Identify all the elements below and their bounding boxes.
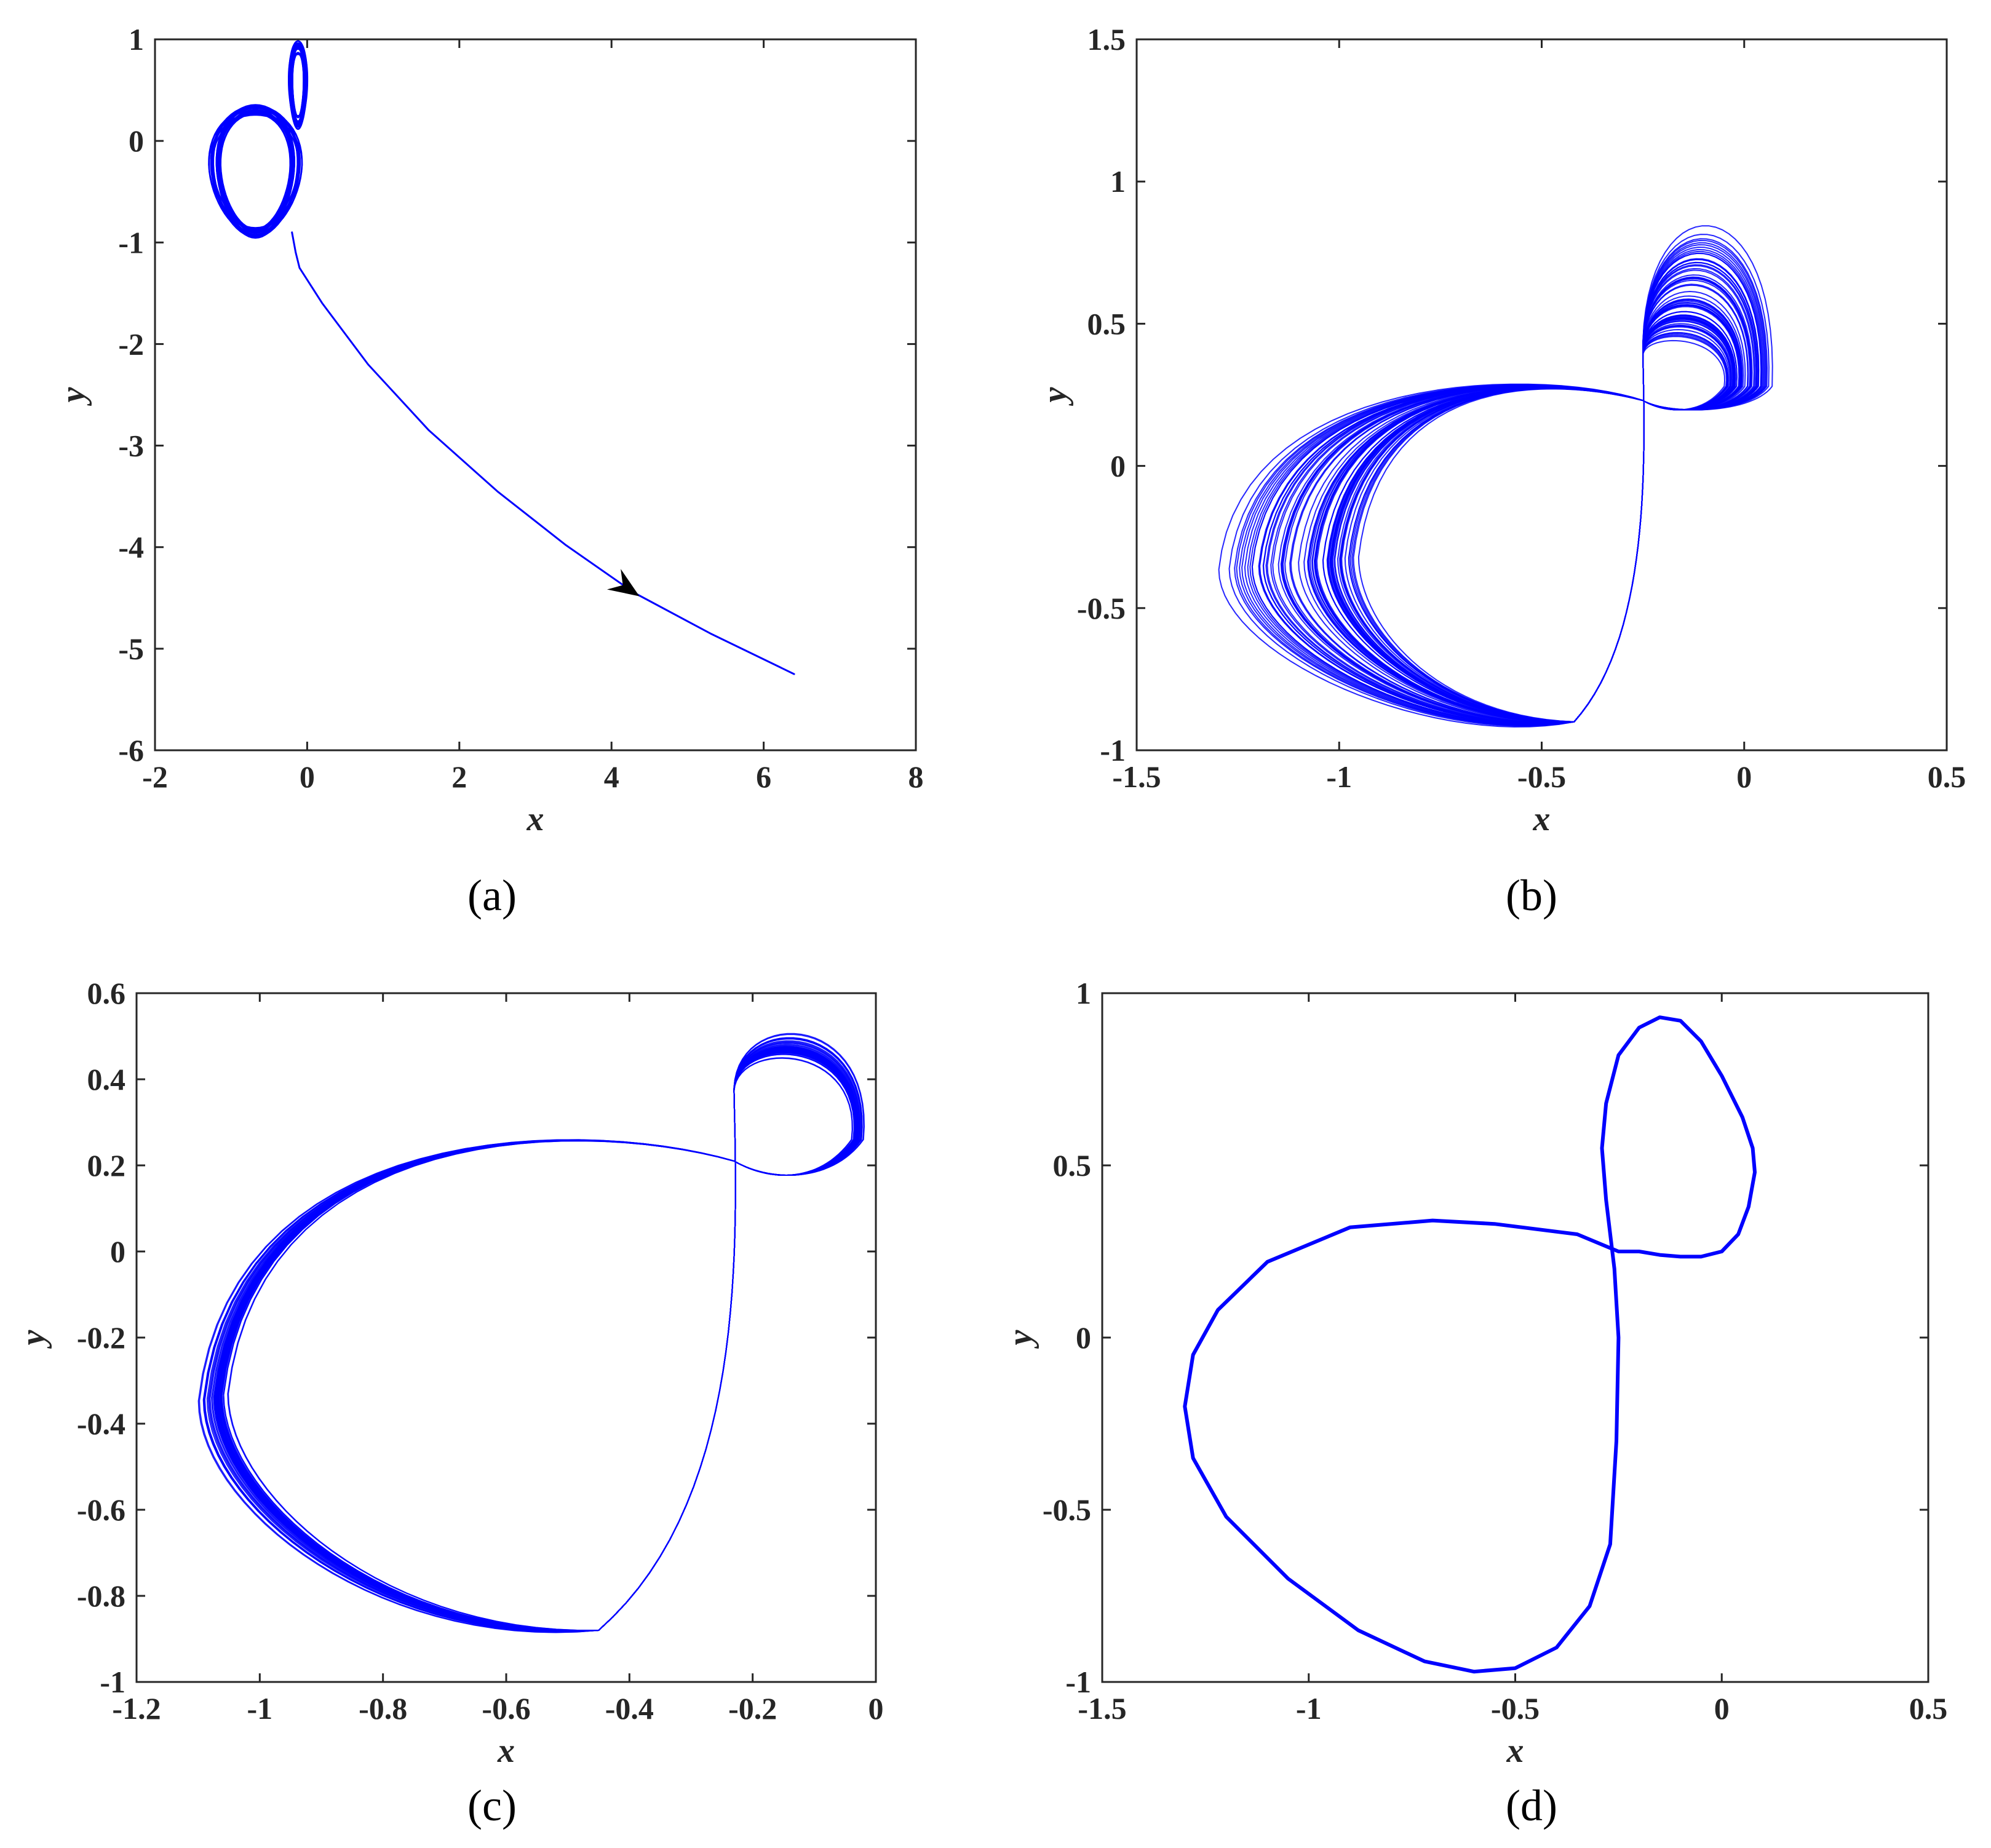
attractor-loop-line — [292, 52, 304, 118]
y-tick-label: -1 — [118, 225, 144, 260]
x-tick-label: 0 — [868, 1691, 884, 1726]
y-axis-label: y — [1001, 1329, 1039, 1349]
x-tick-label: -0.4 — [605, 1691, 654, 1726]
y-tick-label: -5 — [118, 632, 144, 666]
y-tick-label: 0.6 — [87, 976, 126, 1010]
y-tick-label: -1 — [100, 1665, 125, 1699]
attractor-strand-line — [1349, 333, 1728, 723]
attractor-strand-line — [1327, 315, 1736, 723]
x-tick-label: -1 — [247, 1691, 273, 1726]
attractor-strand-line — [1351, 335, 1728, 723]
x-tick-label: -0.6 — [482, 1691, 530, 1726]
y-tick-label: 0.2 — [87, 1148, 126, 1183]
axes-box — [1135, 38, 1948, 751]
x-axis-label: x — [527, 800, 544, 838]
y-tick-label: 0.5 — [1053, 1148, 1092, 1183]
x-tick-label: 0.5 — [1928, 759, 1966, 794]
y-tick-label: -3 — [118, 429, 144, 463]
y-tick-label: -0.5 — [1043, 1493, 1091, 1527]
y-tick-label: 0 — [129, 124, 144, 158]
x-tick-label: -0.8 — [359, 1691, 407, 1726]
attractor-loop-line — [210, 109, 301, 234]
attractor-strand-line — [227, 1057, 853, 1631]
attractor-strand-line — [1322, 311, 1738, 723]
y-axis-label: y — [54, 386, 92, 406]
panel-label: (a) — [467, 871, 517, 920]
x-tick-label: -1.2 — [112, 1691, 161, 1726]
attractor-loop-line — [217, 108, 295, 236]
x-tick-label: 8 — [908, 759, 924, 794]
transient-line — [291, 231, 795, 675]
series-group — [1183, 1015, 1757, 1674]
axes-box — [1101, 992, 1929, 1683]
x-tick-label: -0.2 — [728, 1691, 777, 1726]
direction-arrow-icon — [606, 569, 640, 597]
y-axis-label: y — [14, 1329, 52, 1349]
y-tick-label: -0.4 — [77, 1406, 125, 1441]
x-tick-label: 0 — [1736, 759, 1752, 794]
y-tick-label: -1 — [1065, 1665, 1091, 1699]
x-tick-label: -0.5 — [1517, 759, 1566, 794]
attractor-strand-line — [1337, 323, 1733, 723]
y-tick-label: -2 — [118, 327, 144, 361]
y-tick-label: 0 — [1076, 1320, 1091, 1355]
series-group — [197, 1033, 865, 1633]
y-axis-label: y — [1036, 386, 1074, 406]
y-tick-label: 0.4 — [87, 1062, 126, 1097]
y-tick-label: -0.2 — [77, 1320, 125, 1355]
x-tick-label: 6 — [756, 759, 771, 794]
attractor-strand-line — [228, 1057, 853, 1631]
chart-panel-a: -2 0 2 4 6 8 -6 -5 -4 -3 -2 -1 0 1 x y (a) — [54, 22, 924, 920]
attractor-loop-line — [291, 44, 305, 126]
attractor-strand-line — [1262, 261, 1758, 725]
x-axis-label: x — [497, 1732, 515, 1770]
y-tick-label: -0.6 — [77, 1493, 125, 1527]
attractor-loop-line — [218, 109, 293, 234]
attractor-strand-line — [1330, 317, 1735, 723]
x-tick-label: -0.5 — [1491, 1691, 1540, 1726]
panel-label: (d) — [1506, 1781, 1557, 1830]
x-tick-label: 0 — [1714, 1691, 1730, 1726]
limit-cycle-line — [1183, 1015, 1757, 1674]
y-tick-label: 1.5 — [1087, 22, 1126, 57]
x-axis-label: x — [1506, 1732, 1524, 1770]
chart-panel-b: -1.5 -1 -0.5 0 0.5-1-0.500.511.5xy(b) — [1036, 22, 1966, 920]
x-tick-label: 4 — [604, 759, 619, 794]
x-tick-label: -1 — [1326, 759, 1352, 794]
attractor-loop-line — [290, 42, 306, 128]
x-tick-label: 0 — [300, 759, 315, 794]
attractor-strand-line — [223, 1053, 855, 1632]
x-tick-label: -1.5 — [1078, 1691, 1126, 1726]
attractor-strand-line — [1316, 306, 1740, 723]
y-tick-label: -0.8 — [77, 1579, 125, 1613]
series-group — [208, 40, 795, 675]
y-tick-label: 0.5 — [1087, 306, 1126, 341]
axes-box — [135, 992, 877, 1683]
attractor-strand-line — [221, 1052, 856, 1632]
y-tick-label: -0.5 — [1077, 591, 1126, 625]
attractor-loop-line — [220, 112, 292, 231]
x-tick-label: 0.5 — [1909, 1691, 1948, 1726]
chart-panel-c: -1.2 -1 -0.8 -0.6 -0.4 -0.2 0-1-0.8-0.6-0.4-0.… — [14, 976, 884, 1830]
y-tick-label: 1 — [129, 22, 144, 57]
x-axis-label: x — [1533, 800, 1551, 838]
panel-label: (b) — [1506, 871, 1557, 920]
attractor-loop-line — [208, 108, 303, 236]
y-tick-label: -6 — [118, 733, 144, 767]
x-tick-label: -1.5 — [1112, 759, 1161, 794]
y-tick-label: -1 — [1100, 733, 1126, 767]
x-tick-label: -1 — [1296, 1691, 1322, 1726]
series-group — [1218, 225, 1773, 728]
x-tick-label: -2 — [142, 759, 168, 794]
y-tick-label: 1 — [1110, 164, 1126, 199]
axes-box — [154, 38, 917, 751]
panel-label: (c) — [467, 1781, 517, 1830]
y-tick-label: 1 — [1076, 976, 1091, 1010]
y-tick-label: -4 — [118, 530, 144, 565]
x-tick-label: 2 — [451, 759, 467, 794]
y-tick-label: 0 — [110, 1234, 125, 1269]
y-tick-label: 0 — [1110, 449, 1126, 483]
